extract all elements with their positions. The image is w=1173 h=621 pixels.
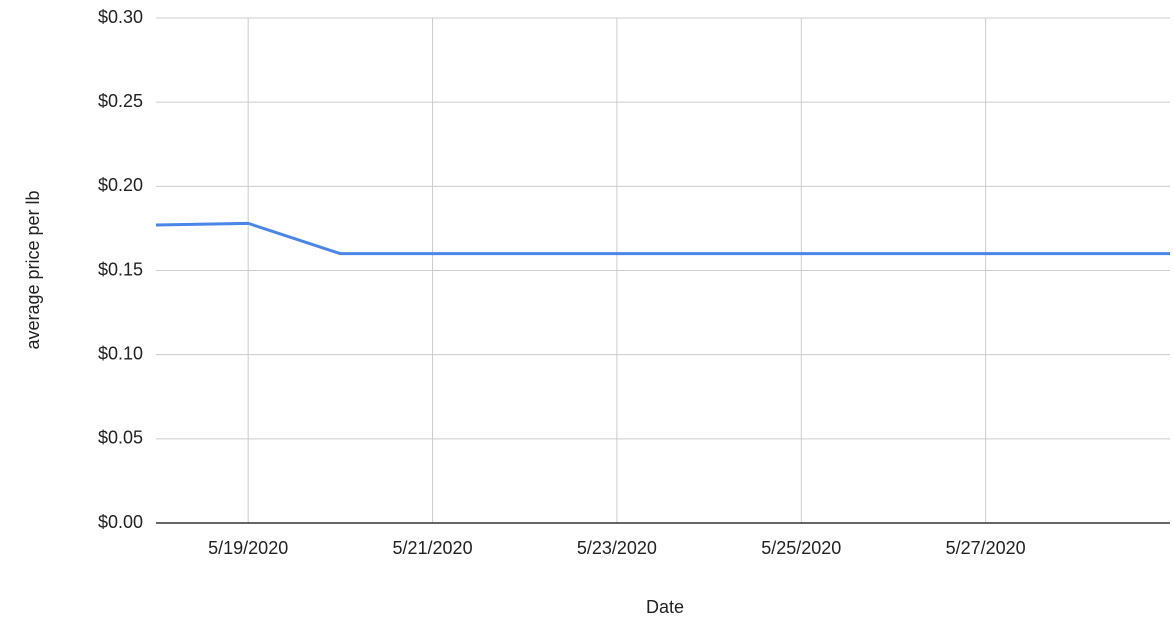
y-tick-label: $0.25 xyxy=(98,91,143,111)
x-tick-label: 5/21/2020 xyxy=(393,538,473,558)
y-tick-label: $0.30 xyxy=(98,7,143,27)
y-tick-label: $0.20 xyxy=(98,175,143,195)
x-tick-label: 5/19/2020 xyxy=(208,538,288,558)
data-line xyxy=(155,221,1170,256)
y-tick-label: $0.05 xyxy=(98,428,143,448)
y-tick-label: $0.15 xyxy=(98,259,143,279)
x-tick-label: 5/23/2020 xyxy=(577,538,657,558)
y-axis-label: average price per lb xyxy=(23,190,43,349)
y-tick-label: $0.10 xyxy=(98,343,143,363)
x-axis-label: Date xyxy=(646,597,684,617)
x-tick-label: 5/27/2020 xyxy=(946,538,1026,558)
y-tick-label: $0.00 xyxy=(98,512,143,532)
x-tick-label: 5/25/2020 xyxy=(761,538,841,558)
